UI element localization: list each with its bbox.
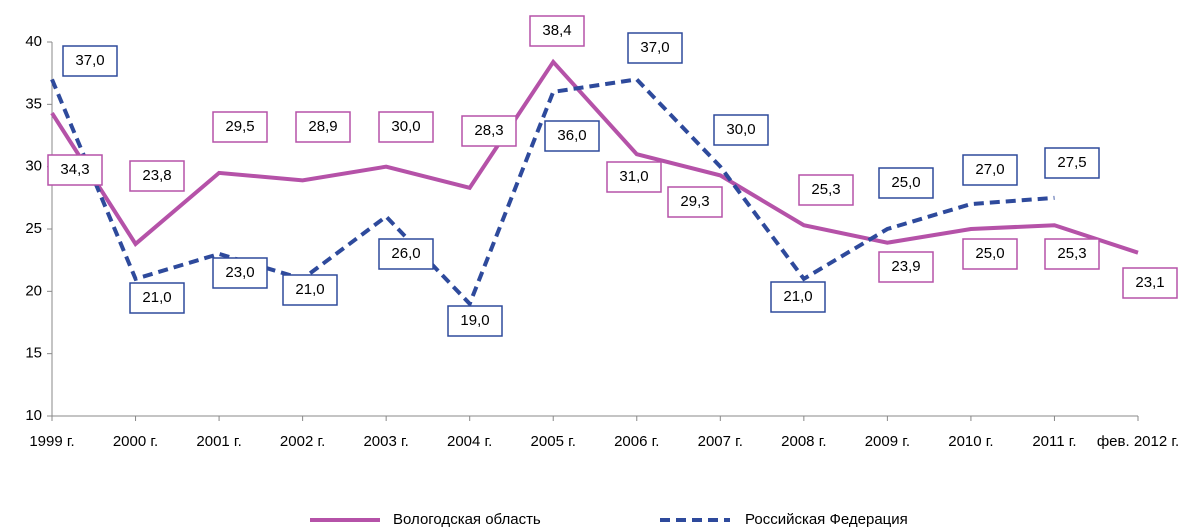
- value-label-box: [1044, 238, 1100, 270]
- x-tick-label: 2011 г.: [1032, 433, 1076, 450]
- value-label: 21,0: [783, 288, 812, 305]
- value-label-box: [212, 257, 268, 289]
- y-tick-label: 10: [25, 407, 42, 424]
- value-label: 36,0: [557, 127, 586, 144]
- x-tick-label: 1999 г.: [29, 433, 74, 450]
- x-tick-label: 2004 г.: [447, 433, 492, 450]
- value-label: 25,3: [1057, 245, 1086, 262]
- value-label: 29,5: [225, 118, 254, 135]
- value-label: 21,0: [142, 289, 171, 306]
- x-tick-label: 2002 г.: [280, 433, 325, 450]
- value-label: 38,4: [542, 22, 571, 39]
- value-label-box: [606, 161, 662, 193]
- value-label-box: [47, 154, 103, 186]
- x-tick-label: фев. 2012 г.: [1097, 433, 1179, 450]
- value-label-box: [878, 167, 934, 199]
- value-label: 19,0: [460, 312, 489, 329]
- value-label-box: [62, 45, 118, 77]
- value-label: 25,0: [975, 245, 1004, 262]
- value-label: 37,0: [75, 52, 104, 69]
- x-tick-label: 2010 г.: [948, 433, 993, 450]
- value-label-box: [713, 114, 769, 146]
- value-label-box: [282, 274, 338, 306]
- value-label-box: [378, 238, 434, 270]
- x-tick-label: 2006 г.: [614, 433, 659, 450]
- y-tick-label: 25: [25, 220, 42, 237]
- value-label-box: [1122, 267, 1178, 299]
- value-label: 25,0: [891, 174, 920, 191]
- value-label: 23,1: [1135, 274, 1164, 291]
- value-label: 27,0: [975, 161, 1004, 178]
- x-tick-label: 2009 г.: [865, 433, 910, 450]
- x-tick-label: 2001 г.: [196, 433, 241, 450]
- value-label-box: [962, 154, 1018, 186]
- value-label: 23,9: [891, 258, 920, 275]
- y-tick-label: 30: [25, 158, 42, 175]
- legend-label: Вологодская область: [393, 511, 541, 528]
- y-tick-label: 35: [25, 95, 42, 112]
- x-tick-label: 2005 г.: [531, 433, 576, 450]
- value-label: 21,0: [295, 281, 324, 298]
- value-label: 29,3: [680, 193, 709, 210]
- value-label: 34,3: [60, 161, 89, 178]
- value-label-box: [447, 305, 503, 337]
- value-label: 31,0: [619, 168, 648, 185]
- y-tick-label: 20: [25, 282, 42, 299]
- value-label: 26,0: [391, 245, 420, 262]
- value-label-box: [378, 111, 434, 143]
- value-label-box: [962, 238, 1018, 270]
- value-label-box: [770, 281, 826, 313]
- series-line: [50, 77, 1055, 308]
- legend-label: Российская Федерация: [745, 511, 908, 528]
- value-label-box: [129, 160, 185, 192]
- value-label-box: [798, 174, 854, 206]
- x-tick-label: 2008 г.: [781, 433, 826, 450]
- x-tick-label: 2007 г.: [698, 433, 743, 450]
- x-tick-label: 2003 г.: [363, 433, 408, 450]
- value-label: 28,9: [308, 118, 337, 135]
- value-label: 23,0: [225, 264, 254, 281]
- value-label-box: [627, 32, 683, 64]
- value-label-box: [461, 115, 517, 147]
- value-label-box: [878, 251, 934, 283]
- value-label-box: [544, 120, 600, 152]
- value-label: 37,0: [640, 39, 669, 56]
- value-label: 25,3: [811, 181, 840, 198]
- y-tick-label: 40: [25, 33, 42, 50]
- value-label-box: [667, 186, 723, 218]
- y-tick-label: 15: [25, 345, 42, 362]
- value-label-box: [1044, 147, 1100, 179]
- x-tick-label: 2000 г.: [113, 433, 158, 450]
- value-label: 30,0: [391, 118, 420, 135]
- value-label-box: [212, 111, 268, 143]
- value-label: 30,0: [726, 121, 755, 138]
- value-label-box: [529, 15, 585, 47]
- value-label-box: [129, 282, 185, 314]
- value-label: 28,3: [474, 122, 503, 139]
- value-label-box: [295, 111, 351, 143]
- value-label: 23,8: [142, 167, 171, 184]
- series-line: [50, 58, 1139, 255]
- value-label: 27,5: [1057, 154, 1086, 171]
